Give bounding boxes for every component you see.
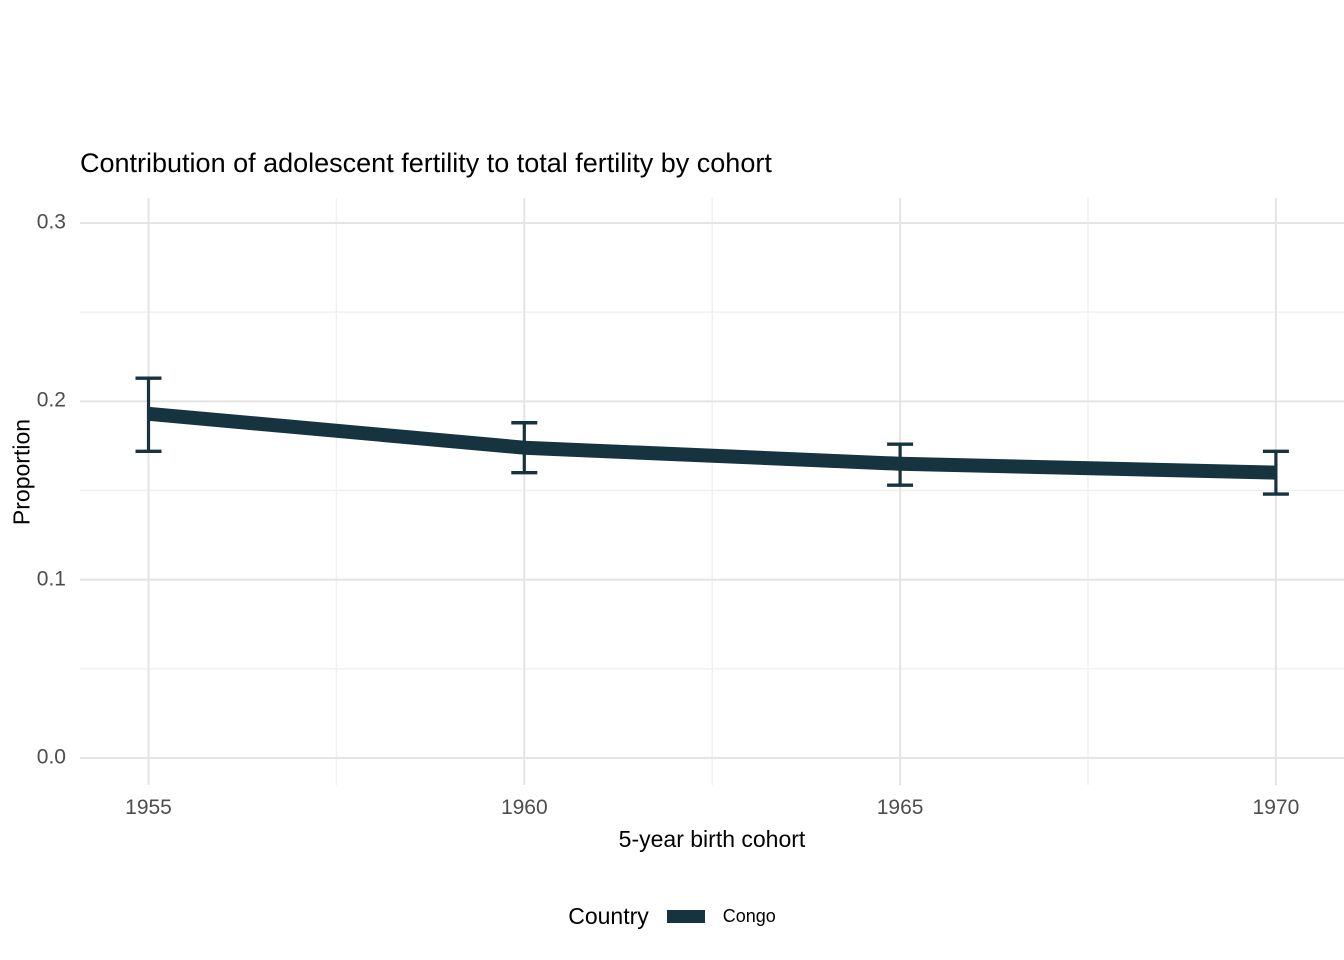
y-tick-label: 0.0 bbox=[36, 745, 66, 769]
y-axis-title: Proportion bbox=[8, 418, 35, 526]
x-tick-label: 1960 bbox=[500, 796, 548, 819]
x-tick-label: 1955 bbox=[125, 796, 172, 819]
y-tick-label: 0.2 bbox=[36, 388, 66, 412]
legend: Country Congo bbox=[0, 903, 1344, 930]
legend-label-congo: Congo bbox=[722, 906, 776, 926]
x-axis-title: 5-year birth cohort bbox=[618, 826, 806, 852]
x-tick-label: 1970 bbox=[1252, 796, 1300, 819]
y-tick-label: 0.3 bbox=[36, 210, 66, 234]
data-line-congo bbox=[147, 406, 1277, 480]
x-tick-label: 1965 bbox=[876, 796, 924, 819]
legend-line-swatch bbox=[666, 910, 705, 923]
y-tick-label: 0.1 bbox=[36, 567, 66, 591]
legend-title: Country bbox=[568, 903, 649, 929]
chart-title: Contribution of adolescent fertility to … bbox=[80, 148, 772, 178]
